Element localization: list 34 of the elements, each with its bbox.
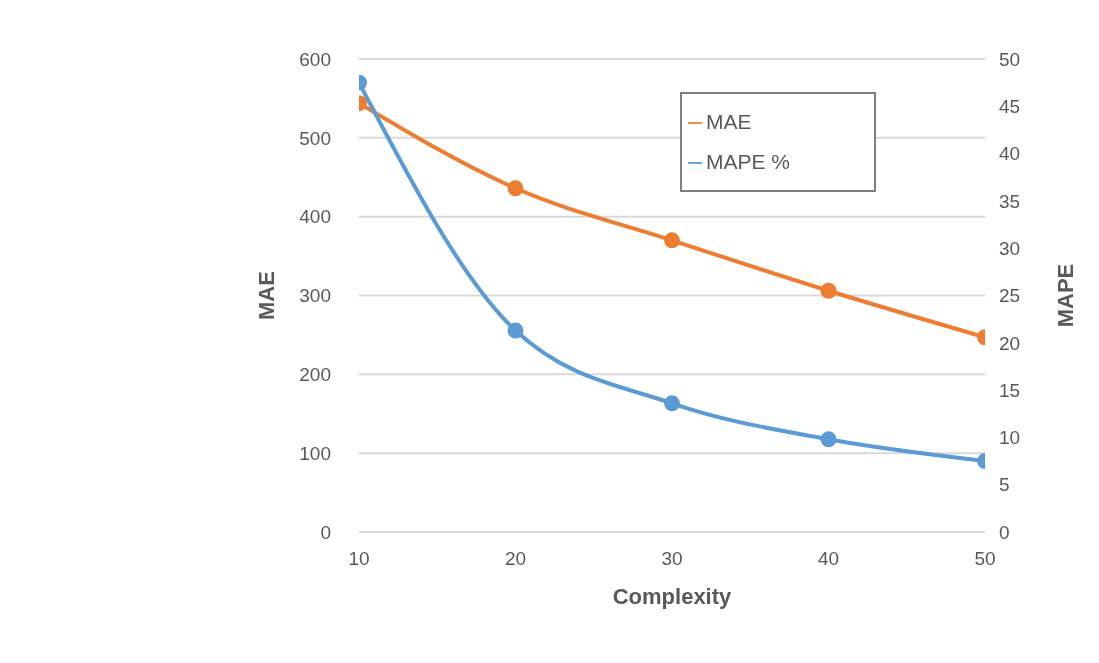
y-axis-title: MAE [253,271,279,320]
y-tick-label: 0 [320,521,331,543]
y2-axis-title: MAPE [1052,263,1078,328]
point [820,282,837,299]
y2-tick-label: 5 [999,474,1010,496]
x-tick-label: 20 [504,548,527,570]
y-tick-label: 400 [299,206,331,228]
y2-tick-label: 50 [999,48,1021,70]
point [507,180,524,197]
legend-label: MAE [706,110,752,133]
legend-label: MAPE % [706,150,791,173]
point [664,232,680,249]
y-tick-label: 500 [299,127,331,149]
point [820,431,837,448]
y2-tick-label: 40 [999,143,1021,165]
y2-tick-label: 0 [999,521,1010,543]
y2-tick-label: 45 [999,96,1021,118]
y2-tick-label: 25 [999,285,1021,307]
y-tick-label: 100 [299,442,331,464]
x-tick-label: 30 [661,548,683,570]
y2-tick-label: 30 [999,237,1021,259]
x-tick-label: 40 [817,548,840,570]
y-tick-label: 300 [299,285,331,307]
y2-tick-label: 35 [999,190,1021,212]
y2-tick-label: 20 [999,332,1021,354]
y-tick-label: 200 [299,364,331,386]
x-tick-label: 50 [974,548,996,570]
point [664,395,680,412]
y2-tick-label: 10 [999,427,1021,449]
y-tick-label: 600 [299,48,331,70]
point [507,322,524,339]
y2-tick-label: 15 [999,379,1021,401]
x-axis-title: Complexity [612,584,733,609]
x-tick-label: 10 [348,548,370,570]
